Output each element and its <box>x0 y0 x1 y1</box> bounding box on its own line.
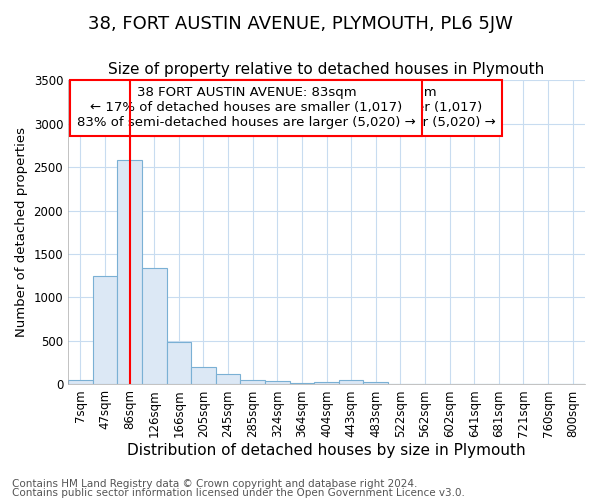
Bar <box>92 276 117 384</box>
Bar <box>142 268 167 384</box>
Bar <box>216 374 241 384</box>
Text: 38 FORT AUSTIN AVENUE: 83sqm
← 17% of detached houses are smaller (1,017)
83% of: 38 FORT AUSTIN AVENUE: 83sqm ← 17% of de… <box>77 86 416 129</box>
Text: 38, FORT AUSTIN AVENUE, PLYMOUTH, PL6 5JW: 38, FORT AUSTIN AVENUE, PLYMOUTH, PL6 5J… <box>88 15 512 33</box>
Bar <box>339 380 364 384</box>
Text: Contains HM Land Registry data © Crown copyright and database right 2024.: Contains HM Land Registry data © Crown c… <box>12 479 418 489</box>
Bar <box>68 380 92 384</box>
X-axis label: Distribution of detached houses by size in Plymouth: Distribution of detached houses by size … <box>127 442 526 458</box>
Text: 38 FORT AUSTIN AVENUE: 83sqm
← 17% of detached houses are smaller (1,017)
83% of: 38 FORT AUSTIN AVENUE: 83sqm ← 17% of de… <box>157 86 496 129</box>
Bar <box>191 367 216 384</box>
Bar <box>241 380 265 384</box>
Y-axis label: Number of detached properties: Number of detached properties <box>15 128 28 338</box>
Bar <box>290 382 314 384</box>
Bar <box>314 382 339 384</box>
Bar <box>167 342 191 384</box>
Text: Contains public sector information licensed under the Open Government Licence v3: Contains public sector information licen… <box>12 488 465 498</box>
Title: Size of property relative to detached houses in Plymouth: Size of property relative to detached ho… <box>109 62 545 78</box>
Bar <box>265 381 290 384</box>
Bar <box>117 160 142 384</box>
Bar <box>364 382 388 384</box>
